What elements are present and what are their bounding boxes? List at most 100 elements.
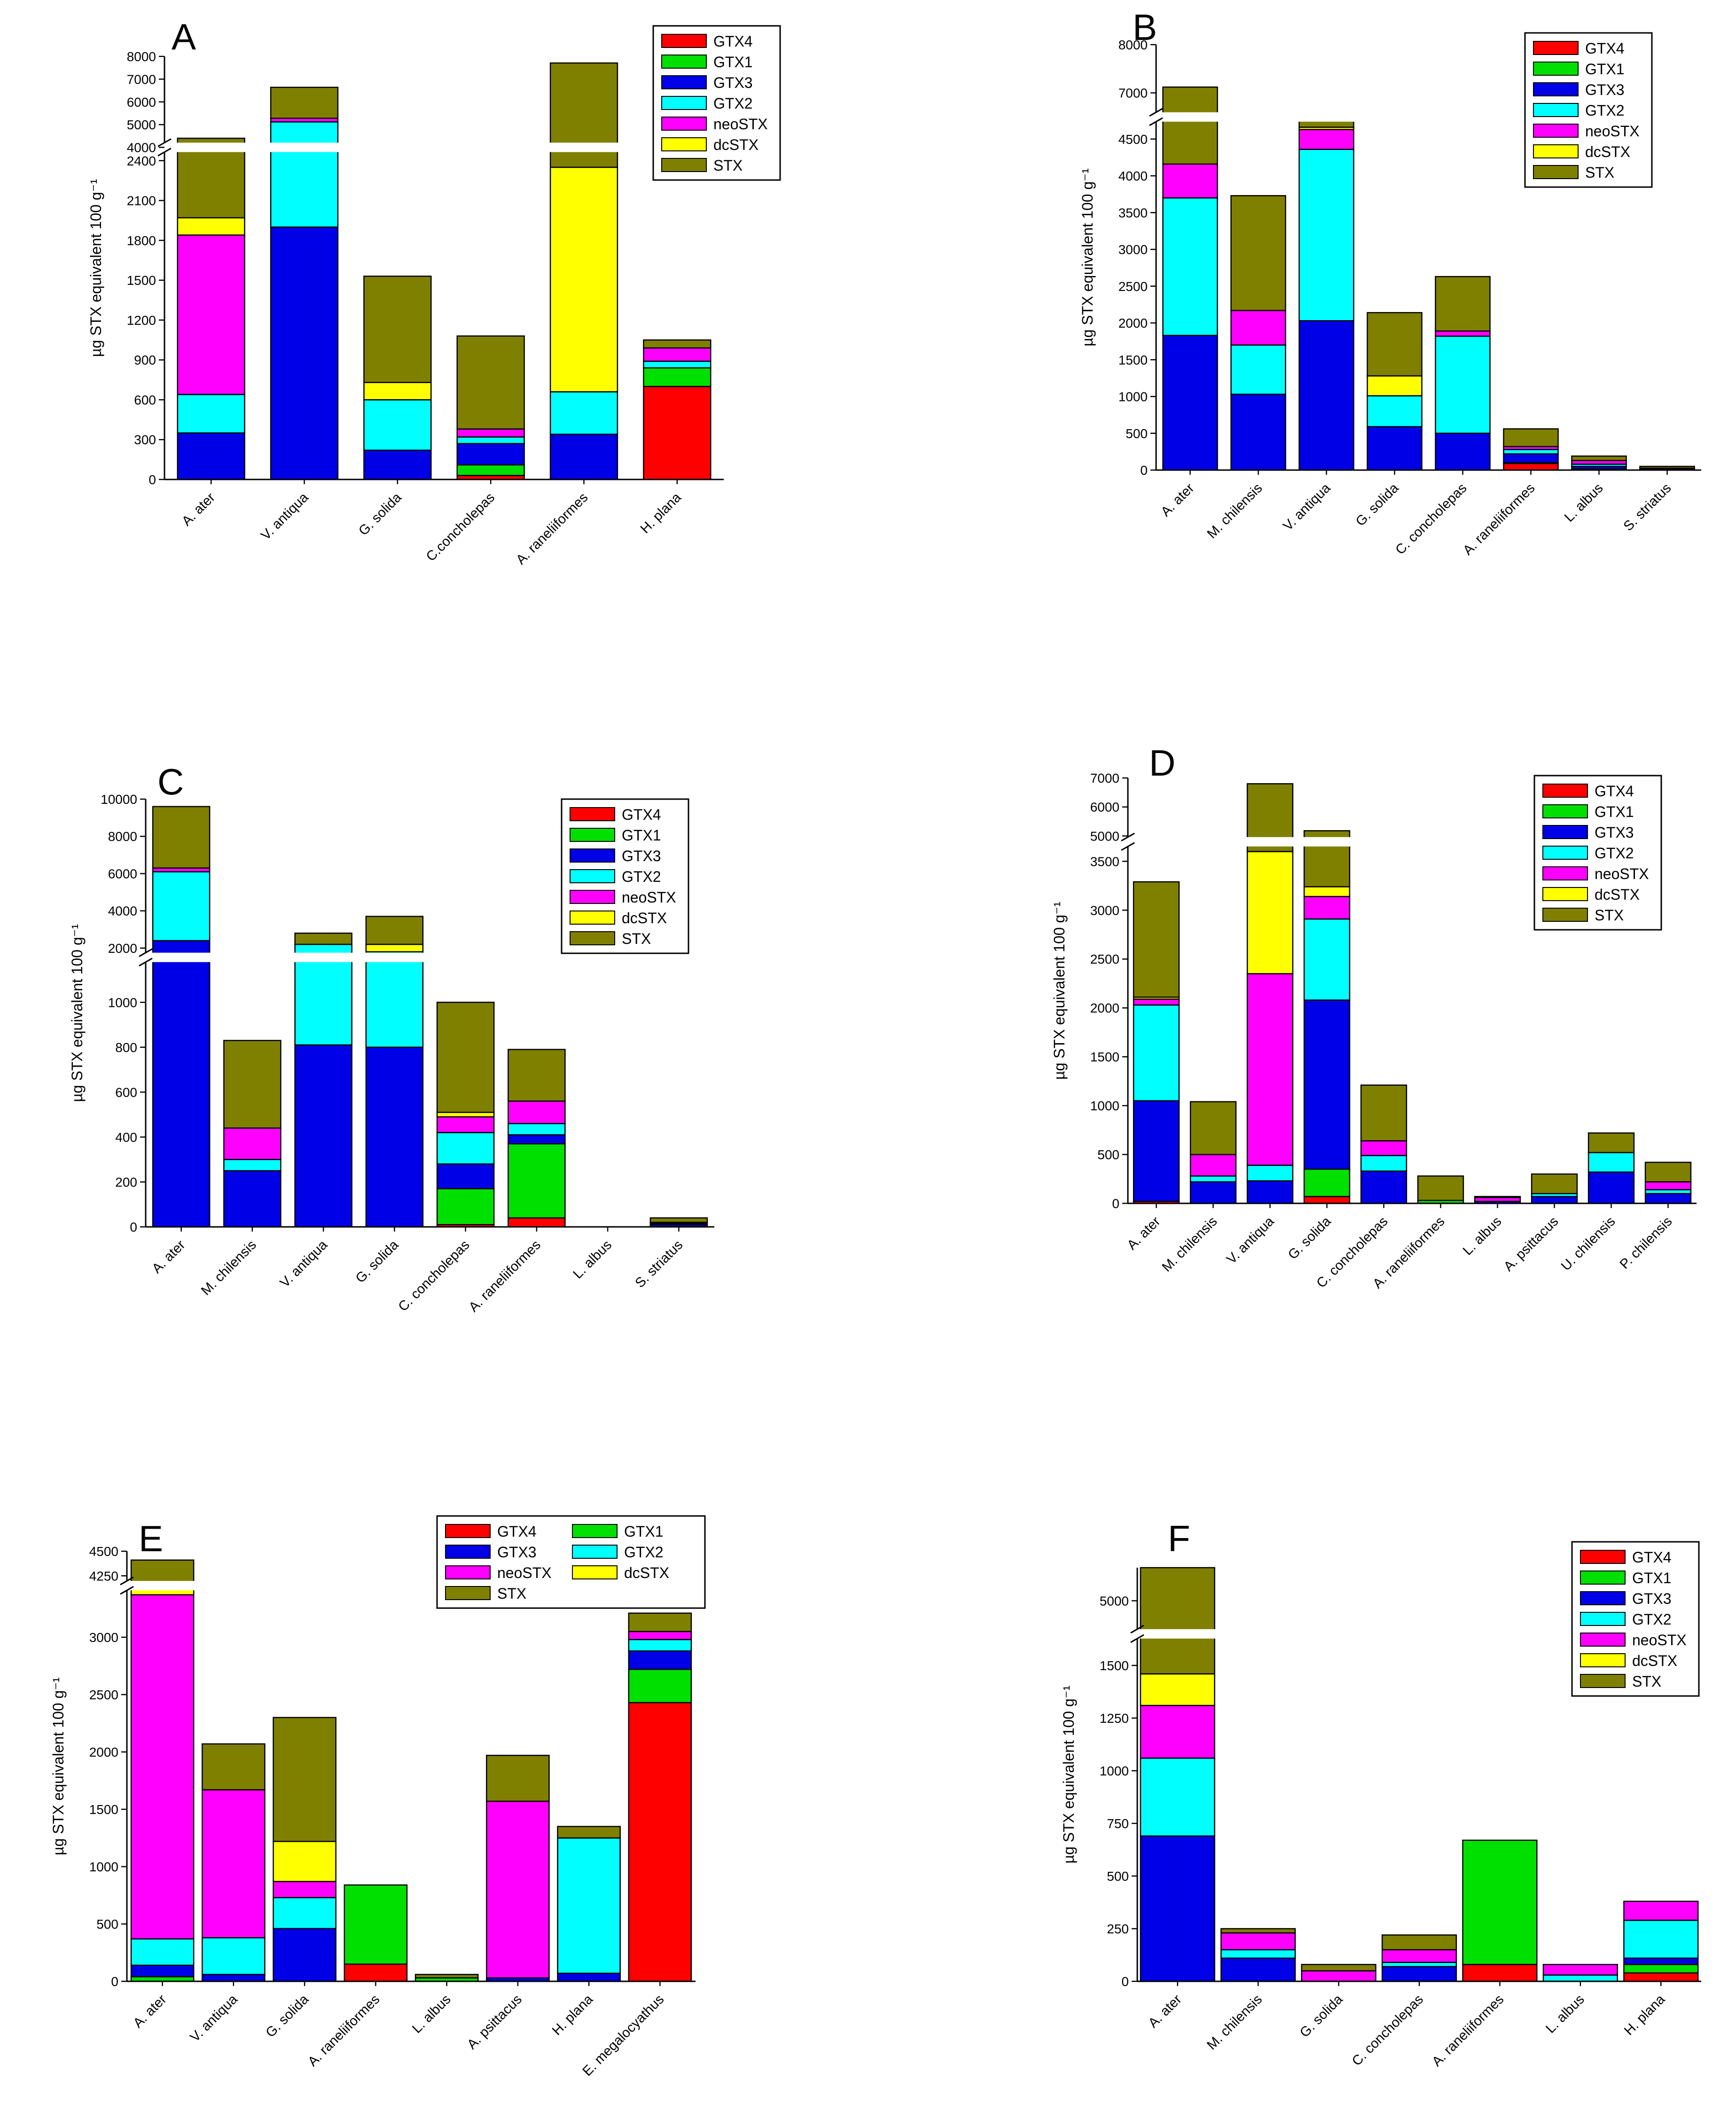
- y-tick-label: 8000: [108, 829, 137, 844]
- legend-swatch-gtx3: [445, 1545, 491, 1559]
- y-tick-label: 5000: [127, 118, 156, 132]
- bar-gtx2-c-concholepas: [456, 436, 525, 444]
- bar-gtx2-m-chilensis: [1230, 344, 1286, 395]
- bar-stx-a-raneliiformes: [508, 1049, 566, 1102]
- bar-neostx-a-ater: [1140, 1704, 1215, 1759]
- y-tick-label: 1500: [1090, 1050, 1119, 1064]
- legend-label-gtx3: GTX3: [622, 848, 661, 864]
- bar-gtx2-c-concholepas: [436, 1132, 495, 1165]
- legend-label-stx: STX: [1595, 907, 1624, 924]
- bar-gtx3-c-concholepas: [436, 1163, 495, 1190]
- category-label: M. chilensis: [198, 1237, 259, 1298]
- category-label: A. raneliiformes: [305, 1992, 383, 2069]
- bar-gtx2-v-antiqua: [202, 1937, 266, 1975]
- bar-stx-a-psittacus: [486, 1755, 550, 1802]
- bar-gtx4-a-raneliiformes: [508, 1217, 566, 1228]
- bar-stx-g-solida: [365, 916, 424, 945]
- legend-label-neostx: neoSTX: [713, 116, 768, 133]
- y-tick-label: 4000: [108, 904, 137, 919]
- bar-gtx3-v-antiqua: [1298, 320, 1354, 471]
- bar-gtx2-a-raneliiformes: [1503, 448, 1559, 455]
- y-tick-label: 2100: [127, 194, 156, 208]
- legend-swatch-gtx4: [1533, 41, 1579, 55]
- panel-letter: B: [1133, 7, 1157, 48]
- bar-gtx3-a-ater: [177, 432, 245, 480]
- legend-swatch-gtx4: [445, 1524, 491, 1538]
- y-tick-label: 6000: [127, 95, 156, 110]
- category-label: P. chilensis: [1617, 1214, 1675, 1272]
- bar-stx-l-albus: [1474, 1196, 1521, 1198]
- legend-swatch-gtx1: [661, 55, 707, 69]
- panel-letter: D: [1149, 742, 1175, 784]
- bar-stx-u-chilensis: [1587, 1132, 1635, 1154]
- y-tick-label: 7000: [1118, 86, 1148, 101]
- legend: GTX4 GTX1 GTX3 GTX2 neoSTX dcSTX STX: [652, 25, 781, 181]
- bar-gtx2-c-concholepas: [1435, 335, 1491, 434]
- axis-break-mark: [157, 148, 172, 157]
- bar-gtx3-v-antiqua: [294, 1044, 352, 1228]
- category-label: G. solida: [1285, 1214, 1334, 1263]
- bar-gtx1-a-raneliiformes: [344, 1884, 408, 1965]
- bar-stx-m-chilensis: [223, 1040, 282, 1129]
- axis-break-mark: [1130, 1625, 1144, 1634]
- category-label: A. raneliiformes: [1460, 480, 1538, 558]
- bar-stx-l-albus: [1571, 455, 1627, 461]
- axis-break-band: [155, 142, 726, 152]
- bar-stx-a-ater: [152, 806, 211, 869]
- category-label: H. plana: [549, 1992, 596, 2039]
- bar-gtx2-c-concholepas: [1360, 1154, 1408, 1172]
- legend-swatch-neostx: [1580, 1633, 1626, 1647]
- category-label: A. ater: [1124, 1214, 1163, 1253]
- legend-swatch-gtx3: [1533, 82, 1579, 96]
- legend-label-gtx3: GTX3: [713, 74, 753, 91]
- y-tick-label: 200: [115, 1175, 137, 1189]
- y-tick-label: 1500: [127, 273, 156, 288]
- legend-swatch-gtx4: [1542, 784, 1588, 798]
- legend-swatch-stx: [570, 931, 615, 945]
- legend-swatch-gtx1: [570, 828, 615, 842]
- bar-gtx2-g-solida: [365, 951, 424, 1048]
- legend-swatch-dcstx: [661, 137, 707, 151]
- panel-letter: C: [157, 761, 184, 802]
- y-tick-label: 1500: [1100, 1658, 1129, 1673]
- category-label: A. ater: [149, 1237, 188, 1276]
- axis-break-mark: [1149, 117, 1163, 126]
- legend-label-gtx4: GTX4: [1585, 40, 1625, 57]
- y-tick-label: 2500: [1118, 279, 1148, 294]
- bar-gtx3-m-chilensis: [1230, 393, 1286, 471]
- legend-swatch-gtx1: [572, 1524, 618, 1538]
- bar-gtx3-c-concholepas: [1435, 432, 1491, 471]
- y-tick-label: 1500: [89, 1802, 118, 1817]
- category-label: V. antiqua: [188, 1992, 241, 2045]
- y-tick-label: 800: [115, 1040, 137, 1055]
- legend-label-neostx: neoSTX: [1632, 1632, 1687, 1649]
- bar-neostx-g-solida: [273, 1881, 336, 1899]
- bar-gtx2-a-ater: [152, 871, 211, 942]
- y-tick-label: 3000: [89, 1630, 118, 1645]
- y-tick-label: 1800: [127, 233, 156, 248]
- legend-label-dcstx: dcSTX: [713, 136, 759, 153]
- y-tick-label: 1000: [108, 995, 137, 1010]
- legend-swatch-neostx: [1533, 124, 1579, 138]
- bar-gtx3-m-chilensis: [1220, 1957, 1296, 1982]
- y-tick-label: 500: [1126, 426, 1148, 441]
- y-tick-label: 1000: [1100, 1764, 1129, 1778]
- legend-label-gtx1: GTX1: [1585, 61, 1625, 78]
- legend-swatch-dcstx: [572, 1565, 618, 1579]
- y-tick-label: 0: [1121, 1974, 1129, 1989]
- legend-label-gtx3: GTX3: [1585, 81, 1625, 98]
- bar-stx-h-plana: [643, 339, 712, 349]
- category-label: C. concholepas: [1392, 480, 1470, 557]
- bar-stx-c-concholepas: [1381, 1934, 1457, 1951]
- legend-label-gtx4: GTX4: [1632, 1549, 1672, 1566]
- y-tick-label: 2400: [127, 154, 156, 168]
- axis-break-mark: [120, 1576, 134, 1586]
- y-tick-label: 7000: [127, 72, 156, 86]
- panel-letter: F: [1168, 1518, 1190, 1559]
- panel-letter: A: [172, 16, 196, 57]
- y-tick-label: 3500: [1090, 854, 1119, 869]
- bar-gtx1-a-raneliiformes: [508, 1143, 566, 1219]
- bar-gtx3-v-antiqua: [202, 1974, 266, 1982]
- legend-swatch-gtx2: [1542, 846, 1588, 860]
